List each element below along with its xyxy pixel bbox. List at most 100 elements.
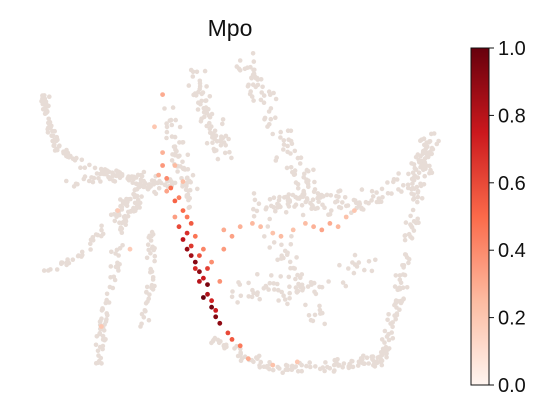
background-cell-point <box>409 191 414 196</box>
background-cell-point <box>389 191 394 196</box>
background-cell-point <box>379 362 385 368</box>
background-cell-point <box>289 234 294 239</box>
background-cell-point <box>411 175 417 181</box>
background-cell-point <box>411 219 417 224</box>
expression-cell-point <box>205 291 210 297</box>
background-cell-point <box>423 166 428 172</box>
background-cell-point <box>343 283 349 289</box>
expression-cell-point <box>205 282 210 287</box>
background-cell-point <box>128 208 134 214</box>
background-cell-point <box>394 305 399 310</box>
background-cell-point <box>144 255 150 261</box>
background-cell-point <box>104 171 109 177</box>
expression-cell-point <box>188 243 194 249</box>
expression-cell-point <box>192 266 198 271</box>
background-cell-point <box>170 105 176 110</box>
expression-cell-point <box>180 208 186 214</box>
background-cell-point <box>265 224 271 229</box>
background-cell-point <box>305 284 311 289</box>
background-cell-point <box>111 178 116 184</box>
background-cell-point <box>150 277 156 282</box>
background-cell-point <box>148 238 154 243</box>
background-cell-point <box>64 178 69 184</box>
background-cell-point <box>298 283 304 288</box>
expression-cell-point <box>303 221 308 226</box>
background-cell-point <box>237 58 243 63</box>
background-cell-point <box>415 194 421 200</box>
background-cell-point <box>310 203 315 209</box>
background-cell-point <box>131 191 136 197</box>
expression-cell-point <box>209 259 215 265</box>
background-cell-point <box>255 82 261 88</box>
background-cell-point <box>342 195 348 200</box>
background-cell-point <box>276 298 281 303</box>
background-cell-point <box>220 121 225 127</box>
background-cell-point <box>416 220 421 225</box>
background-cell-point <box>126 177 132 183</box>
background-cell-point <box>204 84 209 89</box>
background-cell-point <box>99 223 104 229</box>
expression-cell-point <box>188 221 194 226</box>
background-cell-point <box>100 231 106 237</box>
background-cell-point <box>93 361 99 366</box>
background-cell-point <box>356 260 362 265</box>
background-cell-point <box>54 267 60 272</box>
background-cell-point <box>169 158 175 163</box>
background-cell-point <box>317 303 322 309</box>
background-cell-point <box>397 299 403 304</box>
background-cell-point <box>361 207 366 212</box>
background-cell-point <box>273 158 279 163</box>
expression-cell-point <box>319 227 325 233</box>
expression-cell-point <box>201 295 206 300</box>
background-cell-point <box>301 175 307 180</box>
background-cell-point <box>138 177 144 182</box>
expression-cell-point <box>172 163 178 168</box>
background-cell-point <box>283 362 289 368</box>
background-cell-point <box>172 180 178 186</box>
background-cell-point <box>104 291 110 297</box>
background-cell-point <box>180 140 186 145</box>
background-cell-point <box>328 193 334 198</box>
background-cell-point <box>376 196 382 201</box>
background-cell-point <box>260 84 265 90</box>
background-cell-point <box>340 200 345 205</box>
background-cell-point <box>384 351 389 356</box>
background-cell-point <box>271 281 277 286</box>
background-cell-point <box>288 165 294 170</box>
expression-cell-point <box>270 362 276 368</box>
background-cell-point <box>100 307 105 312</box>
background-cell-point <box>295 186 301 191</box>
background-cell-point <box>334 360 339 365</box>
background-cell-point <box>258 97 264 103</box>
expression-cell-point <box>160 163 166 168</box>
background-cell-point <box>279 242 284 248</box>
background-cell-point <box>305 181 311 187</box>
background-cell-point <box>190 172 196 178</box>
background-cell-point <box>50 128 55 134</box>
background-cell-point <box>282 297 288 302</box>
expression-cell-point <box>192 259 198 265</box>
background-cell-point <box>219 134 224 139</box>
background-cell-point <box>315 191 321 197</box>
background-cell-point <box>337 262 342 268</box>
background-cell-point <box>92 165 98 171</box>
background-cell-point <box>308 280 314 285</box>
background-cell-point <box>323 360 328 365</box>
background-cell-point <box>100 333 106 339</box>
background-cell-point <box>71 184 77 189</box>
background-cell-point <box>281 138 287 143</box>
background-cell-point <box>302 171 307 177</box>
background-cell-point <box>138 172 144 178</box>
background-cell-point <box>169 122 175 128</box>
background-cell-point <box>400 272 406 277</box>
background-cell-point <box>372 364 378 369</box>
background-cell-point <box>382 328 388 334</box>
background-cell-point <box>248 64 253 70</box>
background-cell-point <box>128 174 134 180</box>
background-cell-point <box>303 199 309 205</box>
background-cell-point <box>346 266 351 271</box>
background-cell-point <box>229 155 234 161</box>
background-cell-point <box>320 365 326 370</box>
background-cell-point <box>251 290 256 296</box>
